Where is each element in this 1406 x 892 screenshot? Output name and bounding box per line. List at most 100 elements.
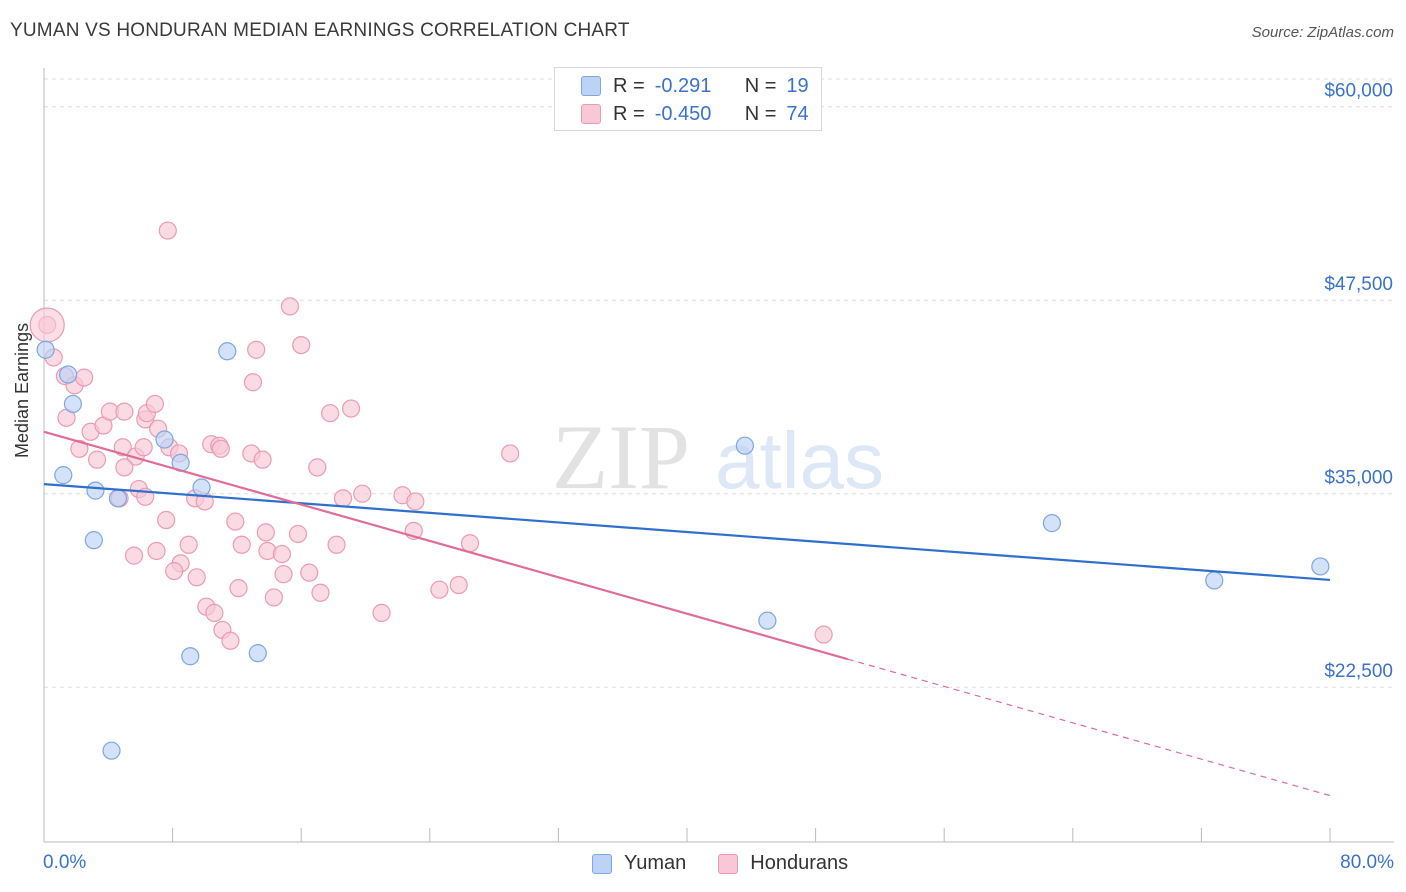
chart-title: YUMAN VS HONDURAN MEDIAN EARNINGS CORREL… <box>10 20 630 41</box>
legend-n-label: N = <box>744 74 777 97</box>
yuman-points <box>36 340 1330 760</box>
x-tick-max: 80.0% <box>1340 852 1394 873</box>
series-legend: Yuman Hondurans <box>592 852 880 875</box>
legend-r-value: -0.291 <box>654 74 712 97</box>
x-tick-min: 0.0% <box>43 852 87 873</box>
hondurans-point <box>157 510 176 530</box>
series-label-hondurans: Hondurans <box>750 852 849 874</box>
hondurans-point <box>449 575 468 595</box>
yuman-point <box>735 436 754 455</box>
yuman-point <box>102 741 121 760</box>
legend-n-value: 74 <box>786 102 809 125</box>
legend-r-value: -0.450 <box>654 102 712 125</box>
series-label-yuman: Yuman <box>624 852 687 874</box>
hondurans-point <box>274 565 293 584</box>
hondurans-point <box>311 583 330 602</box>
legend-swatch-hondurans <box>581 104 601 124</box>
legend-swatch-yuman <box>581 76 601 96</box>
yuman-trend-line <box>43 483 1331 582</box>
legend-n-label: N = <box>744 102 777 125</box>
yuman-point <box>108 489 128 508</box>
hondurans-point <box>292 335 311 355</box>
hondurans-point <box>179 535 198 554</box>
hondurans-trend-line <box>43 430 849 661</box>
yuman-point <box>218 342 237 361</box>
hondurans-point <box>300 563 319 582</box>
hondurans-point <box>147 541 166 561</box>
hondurans-point <box>232 535 251 554</box>
hondurans-point <box>211 439 230 458</box>
yuman-point <box>1205 571 1224 590</box>
hondurans-point <box>70 439 89 458</box>
y-tick-label: $47,500 <box>1324 274 1393 295</box>
hondurans-point <box>353 484 372 503</box>
hondurans-point <box>124 546 144 565</box>
hondurans-point <box>115 402 134 421</box>
yuman-point <box>758 611 777 630</box>
source-credit: Source: ZipAtlas.com <box>1252 24 1394 41</box>
hondurans-points <box>29 221 833 650</box>
axes <box>43 68 1394 843</box>
hondurans-point-cluster <box>29 307 65 343</box>
yuman-point <box>1042 514 1062 533</box>
hondurans-point <box>229 579 248 598</box>
legend-r-label: R = <box>613 102 645 125</box>
hondurans-point <box>814 625 833 644</box>
legend-row-yuman: R = -0.291 N = 19 <box>581 73 809 99</box>
hondurans-point <box>406 492 425 511</box>
watermark-atlas: atlas <box>715 416 884 505</box>
y-tick-label: $22,500 <box>1324 661 1393 682</box>
yuman-point <box>181 647 200 666</box>
legend-n-value: 19 <box>786 74 809 97</box>
hondurans-point <box>134 438 153 457</box>
hondurans-point <box>165 561 184 581</box>
legend-row-hondurans: R = -0.450 N = 74 <box>581 101 809 127</box>
yuman-point <box>63 394 83 414</box>
hondurans-point <box>115 458 134 477</box>
hondurans-point <box>87 450 107 469</box>
yuman-point <box>86 481 105 500</box>
yuman-point <box>248 644 267 663</box>
hondurans-point <box>264 588 283 607</box>
hondurans-point <box>113 438 132 457</box>
hondurans-point <box>158 221 177 240</box>
hondurans-trend-line-extension <box>847 658 1331 797</box>
source-value: ZipAtlas.com <box>1307 24 1394 41</box>
yuman-point <box>192 478 211 497</box>
series-legend-hondurans[interactable]: Hondurans <box>718 852 848 875</box>
yuman-point <box>1311 557 1330 576</box>
hondurans-point <box>430 580 449 599</box>
hondurans-point <box>327 535 346 554</box>
yuman-point <box>54 466 73 485</box>
yuman-point <box>59 365 78 384</box>
correlation-legend: R = -0.291 N = 19 R = -0.450 N = 74 <box>554 67 822 131</box>
source-label: Source: <box>1251 24 1304 41</box>
hondurans-point <box>341 399 361 418</box>
series-swatch-yuman <box>592 853 612 874</box>
hondurans-point <box>205 603 224 622</box>
yuman-point <box>155 430 174 449</box>
hondurans-point <box>187 568 206 587</box>
hondurans-point <box>501 444 520 463</box>
series-swatch-hondurans <box>718 853 739 874</box>
hondurans-point <box>372 603 391 622</box>
yuman-point <box>36 340 55 359</box>
series-legend-yuman[interactable]: Yuman <box>592 852 686 875</box>
hondurans-point <box>460 534 480 553</box>
hondurans-point <box>272 544 292 564</box>
hondurans-point <box>333 489 353 508</box>
hondurans-point <box>256 523 275 542</box>
y-axis-label: Median Earnings <box>12 322 32 458</box>
hondurans-point <box>145 394 165 414</box>
trend-lines <box>43 430 1331 797</box>
yuman-point <box>84 531 103 550</box>
hondurans-point <box>280 297 300 316</box>
hondurans-point <box>321 404 340 423</box>
hondurans-point <box>243 373 263 392</box>
hondurans-point <box>253 450 272 469</box>
y-tick-label: $35,000 <box>1324 468 1393 489</box>
watermark-zip: ZIP <box>552 406 690 508</box>
legend-r-label: R = <box>613 74 645 97</box>
hondurans-point <box>308 458 327 477</box>
